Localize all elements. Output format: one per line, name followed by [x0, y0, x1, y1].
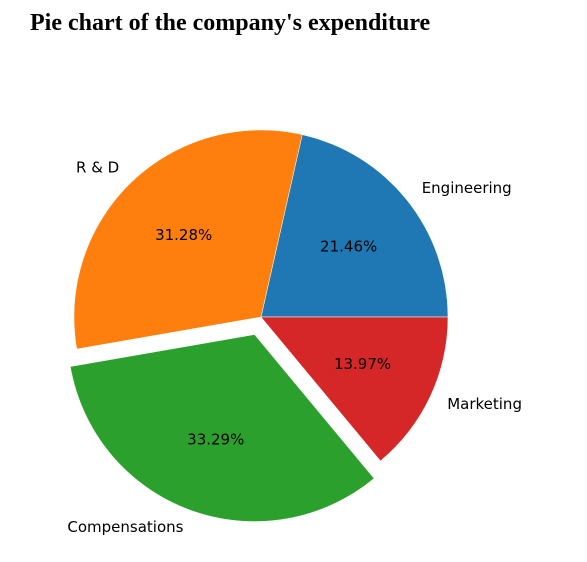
slice-label: R & D	[76, 158, 119, 176]
chart-title: Pie chart of the company's expenditure	[30, 10, 431, 36]
value-label: 13.97%	[334, 355, 391, 373]
slice-label: Compensations	[67, 518, 183, 536]
value-label: 21.46%	[320, 237, 377, 255]
slice-label: Marketing	[447, 395, 522, 413]
value-label: 33.29%	[187, 430, 244, 448]
slice-label: Engineering	[422, 179, 512, 197]
pie-slice	[260, 316, 449, 462]
pie-slice	[70, 334, 375, 522]
value-label: 31.28%	[155, 226, 212, 244]
pie-slice	[73, 129, 303, 350]
pie-slice	[260, 134, 449, 318]
